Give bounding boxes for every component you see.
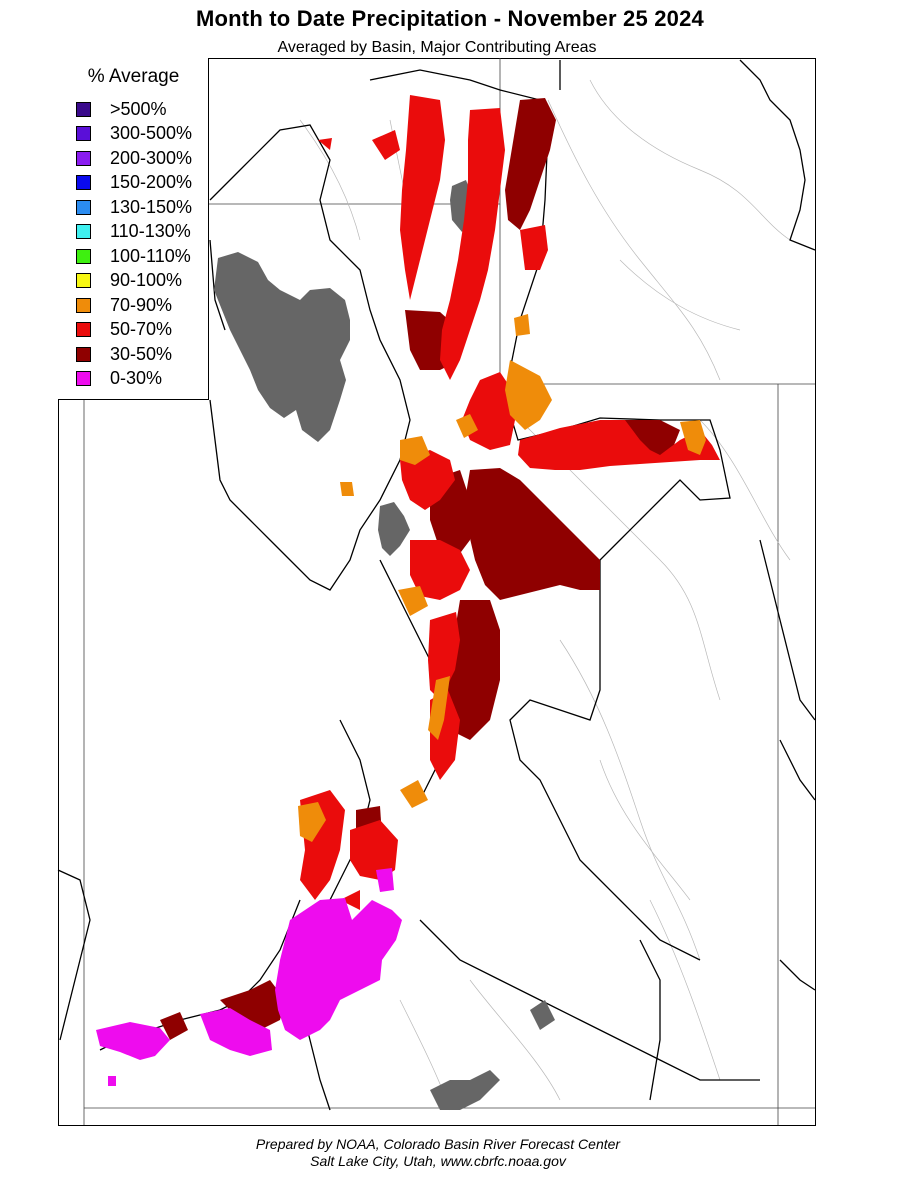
legend-label: 130-150% [110, 196, 193, 217]
legend-label: 30-50% [110, 343, 173, 364]
legend-item: 90-100% [76, 270, 182, 292]
legend-label: 200-300% [110, 147, 193, 168]
legend-swatch [76, 346, 91, 362]
legend-swatch [76, 126, 91, 141]
legend: % Average >500% 300-500% 200-300% 150-200% 1… [58, 58, 209, 400]
legend-item: 100-110% [76, 245, 191, 267]
legend-swatch [76, 150, 91, 166]
legend-swatch [76, 175, 91, 190]
legend-swatch [76, 273, 91, 288]
legend-label: >500% [110, 98, 167, 119]
legend-title: % Average [87, 66, 180, 87]
legend-item: 110-130% [76, 221, 191, 243]
legend-label: 0-30% [110, 368, 163, 388]
legend-label: 100-110% [110, 245, 191, 266]
legend-item: >500% [76, 98, 167, 120]
legend-swatch [76, 101, 91, 117]
legend-item: 30-50% [76, 343, 172, 365]
legend-item: 200-300% [76, 147, 192, 169]
legend-item: 130-150% [76, 196, 192, 218]
credits-line-2: Salt Lake City, Utah, www.cbrfc.noaa.gov [310, 1153, 566, 1169]
legend-label: 150-200% [110, 172, 193, 192]
legend-item: 50-70% [76, 319, 172, 341]
lakes [214, 180, 555, 1110]
legend-label: 90-100% [110, 270, 183, 290]
legend-swatch [76, 297, 91, 313]
legend-item: 300-500% [76, 123, 192, 145]
map-subtitle: Averaged by Basin, Major Contributing Ar… [277, 39, 597, 56]
legend-item: 70-90% [76, 294, 172, 316]
legend-swatch [76, 322, 91, 337]
map-title: Month to Date Precipitation - November 2… [196, 6, 704, 31]
legend-swatch [76, 224, 91, 239]
legend-label: 70-90% [110, 294, 173, 315]
legend-item: 150-200% [76, 172, 192, 194]
legend-label: 50-70% [110, 319, 173, 339]
legend-swatch [76, 248, 91, 264]
credits: Prepared by NOAA, Colorado Basin River F… [0, 1136, 876, 1170]
legend-label: 110-130% [110, 221, 191, 241]
legend-swatch [76, 199, 91, 215]
credits-line-1: Prepared by NOAA, Colorado Basin River F… [255, 1136, 621, 1152]
legend-item: 0-30% [76, 368, 162, 390]
legend-label: 300-500% [110, 123, 193, 143]
precip-shading [96, 95, 720, 1086]
legend-swatch [76, 371, 91, 386]
